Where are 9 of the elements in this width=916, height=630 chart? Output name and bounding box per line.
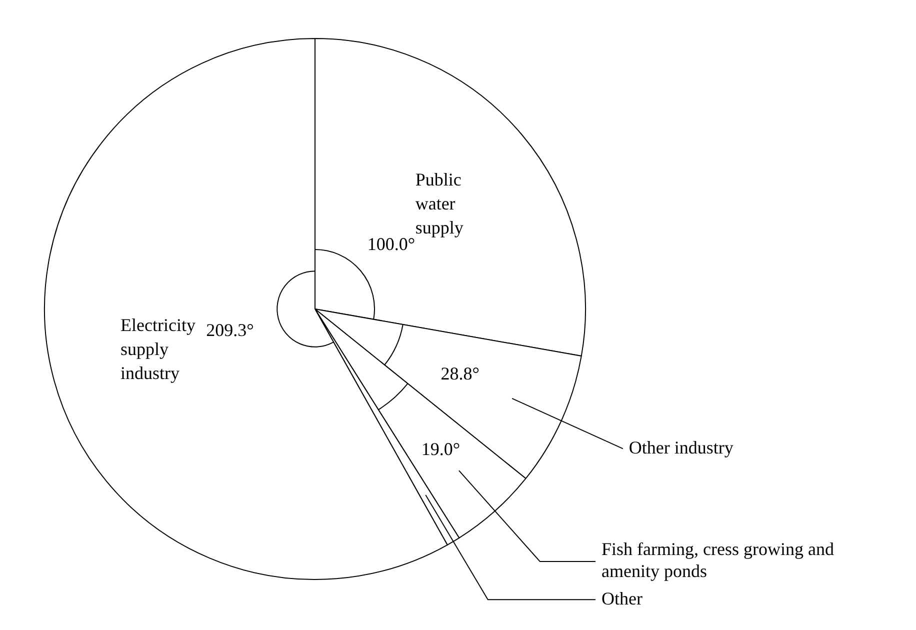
slice-label: Other — [602, 588, 642, 608]
data-label: 28.8° — [440, 364, 480, 384]
slice-label: Public water supply — [415, 169, 464, 238]
slice-label: Other industry — [628, 437, 734, 458]
slice-label: Fish farming, cress growing and amenity ponds — [602, 539, 834, 582]
slice-label: Electricity supply industry — [120, 314, 196, 383]
data-label: 19.0° — [421, 438, 460, 459]
data-label: 100.0° — [367, 234, 416, 254]
data-label: 209.3° — [206, 320, 254, 340]
